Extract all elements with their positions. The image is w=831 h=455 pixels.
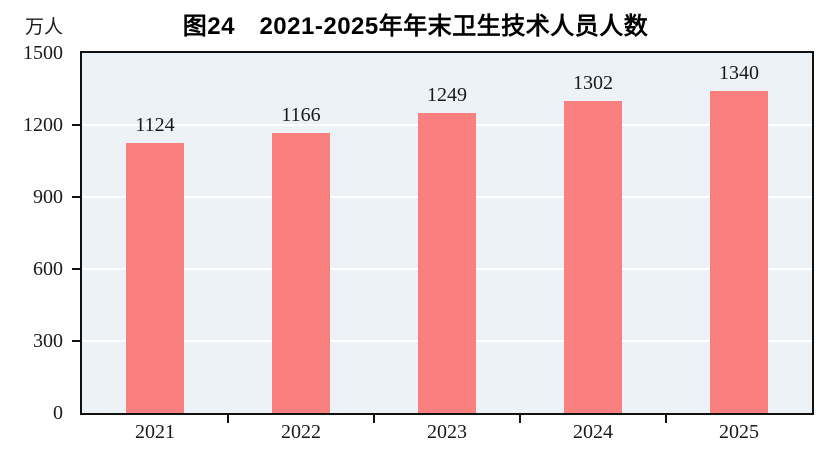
y-tick-label-600: 600 <box>33 258 63 280</box>
y-tick-mark-300 <box>72 340 80 342</box>
y-tick-label-900: 900 <box>33 186 63 208</box>
y-tick-mark-1200 <box>72 124 80 126</box>
x-tick-mark-4 <box>665 415 667 423</box>
x-tick-label-2024: 2024 <box>573 421 613 443</box>
bar-value-label-2023: 1249 <box>427 84 467 107</box>
bar-2022 <box>272 133 330 413</box>
bar-2021 <box>126 143 184 413</box>
bar-value-label-2021: 1124 <box>135 114 175 137</box>
bar-2024 <box>564 100 622 413</box>
y-tick-mark-900 <box>72 196 80 198</box>
chart-title: 图24 2021-2025年年末卫生技术人员人数 <box>182 13 649 40</box>
y-axis-unit-label: 万人 <box>24 17 63 38</box>
x-tick-mark-3 <box>519 415 521 423</box>
bar-2023 <box>418 113 476 413</box>
x-tick-label-2023: 2023 <box>427 421 467 443</box>
x-tick-label-2025: 2025 <box>719 421 759 443</box>
y-tick-label-0: 0 <box>53 402 63 424</box>
x-tick-mark-1 <box>227 415 229 423</box>
bar-value-label-2024: 1302 <box>573 71 613 94</box>
bar-value-label-2022: 1166 <box>281 104 321 127</box>
x-tick-label-2022: 2022 <box>281 421 321 443</box>
y-tick-label-300: 300 <box>33 330 63 352</box>
plot-area: 1124 1166 1249 1302 1340 <box>80 51 814 415</box>
y-tick-label-1200: 1200 <box>23 114 63 136</box>
y-tick-label-1500: 1500 <box>23 42 63 64</box>
x-tick-label-2021: 2021 <box>135 421 175 443</box>
bar-2025 <box>710 91 768 413</box>
y-tick-mark-600 <box>72 268 80 270</box>
x-tick-mark-2 <box>373 415 375 423</box>
bar-value-label-2025: 1340 <box>719 62 759 85</box>
